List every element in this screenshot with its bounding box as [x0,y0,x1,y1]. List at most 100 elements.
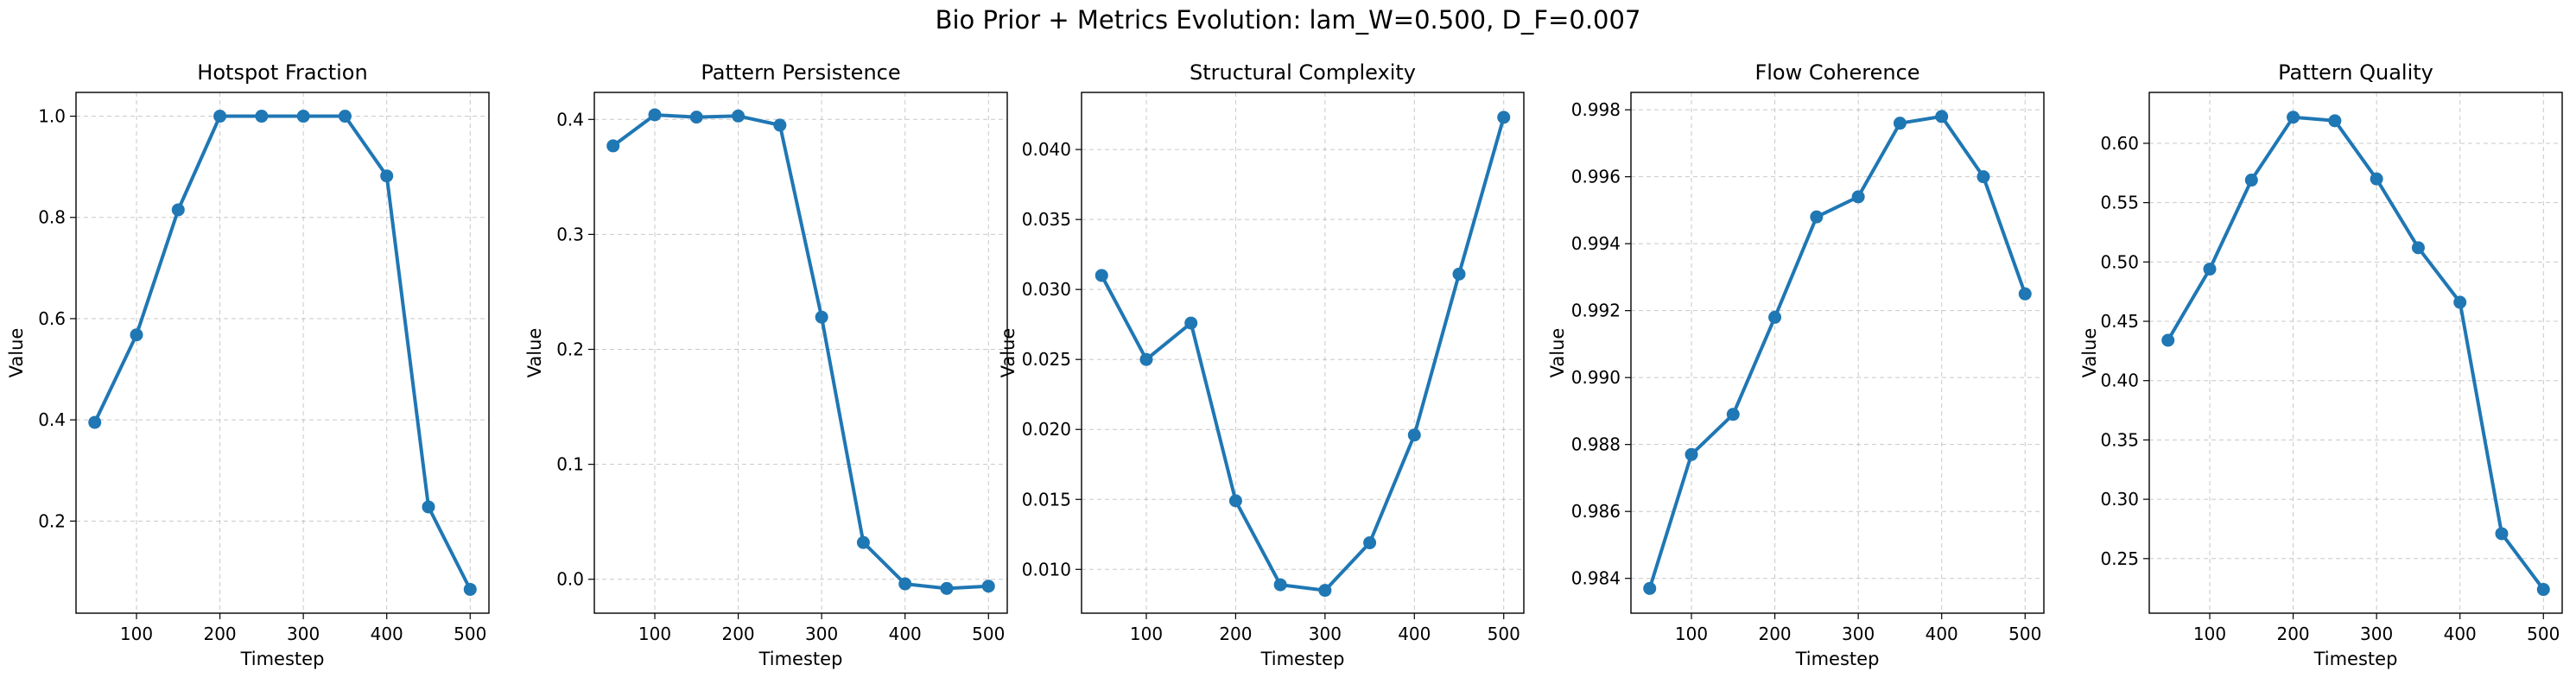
series-line [92,114,473,592]
x-axis-label: Timestep [240,649,325,669]
y-axis-label: Value [2079,328,2100,378]
y-tick-label: 0.040 [1022,139,1071,160]
data-point [2453,295,2467,309]
x-tick-label: 500 [454,624,486,644]
data-point [1452,267,1466,281]
data-point [2018,287,2032,301]
data-point [606,139,620,153]
y-tick-label: 0.4 [556,109,584,130]
y-tick-label: 0.4 [38,409,66,430]
subplot-2: 100 200 300 400 500 0.0 0.1 0.2 0.3 0.4 Pattern Pe… [524,60,1008,669]
data-point [732,109,746,123]
y-axis-label: Value [1547,328,1568,378]
x-tick-label: 400 [2444,624,2477,644]
data-point [88,415,102,429]
x-tick-label: 100 [1130,624,1163,644]
data-point [981,580,995,593]
x-tick-label: 100 [2193,624,2226,644]
y-tick-label: 0.984 [1571,568,1621,589]
y-axis-label: Value [6,328,27,378]
data-point [1497,111,1511,124]
series-line [1647,114,2027,591]
data-point [856,535,870,549]
subplot-5: 100 200 300 400 500 0.25 0.30 0.35 0.40 0.45 0.50 0… [2079,60,2563,669]
data-point [2495,527,2509,541]
data-point [1893,117,1907,130]
data-point [2287,111,2300,124]
y-axis-label: Value [998,328,1018,378]
y-tick-label: 0.25 [2100,548,2139,569]
x-tick-label: 400 [1926,624,1958,644]
x-tick-label: 500 [972,624,1005,644]
x-tick-label: 100 [638,624,671,644]
x-tick-label: 500 [2527,624,2560,644]
x-tick-label: 100 [120,624,153,644]
data-point [2161,333,2175,347]
axes-frame [593,92,1008,614]
y-tick-label: 0.60 [2100,133,2139,154]
subplot-3: 100 200 300 400 500 0.010 0.015 0.020 0.025 0.030… [998,60,1525,669]
data-point [1363,535,1377,549]
y-tick-label: 0.55 [2100,193,2139,213]
data-point [171,203,185,217]
y-tick-label: 0.40 [2100,370,2139,391]
data-point [1094,269,1108,282]
data-point [1139,352,1153,366]
x-tick-label: 200 [2276,624,2309,644]
y-tick-label: 0.0 [556,569,584,590]
y-tick-label: 0.998 [1571,99,1621,120]
x-tick-label: 200 [203,624,236,644]
y-tick-label: 0.015 [1022,489,1071,510]
series-line [2166,115,2546,592]
y-tick-label: 0.2 [556,339,584,360]
x-tick-label: 100 [1675,624,1708,644]
y-tick-label: 0.6 [38,308,66,329]
x-tick-label: 400 [1398,624,1431,644]
y-tick-label: 0.035 [1022,209,1071,230]
subplot-title: Pattern Quality [2278,60,2433,85]
data-point [815,310,828,324]
data-point [296,110,310,124]
x-axis-label: Timestep [1260,649,1345,669]
y-tick-label: 0.50 [2100,251,2139,272]
data-point [1184,316,1198,330]
y-tick-label: 0.030 [1022,279,1071,300]
data-point [130,328,143,342]
x-tick-label: 300 [1842,624,1875,644]
y-tick-label: 0.996 [1571,167,1621,187]
x-tick-label: 400 [889,624,922,644]
data-point [2536,583,2550,597]
data-point [1318,584,1332,598]
x-tick-label: 200 [1758,624,1791,644]
subplot-title: Hotspot Fraction [197,60,367,85]
x-tick-label: 300 [1309,624,1342,644]
data-point [773,118,787,132]
y-tick-label: 0.986 [1571,501,1621,522]
data-point [1851,190,1865,204]
x-tick-label: 200 [1219,624,1252,644]
data-point [1976,170,1990,184]
data-point [1726,408,1740,421]
x-axis-label: Timestep [758,649,843,669]
data-point [380,169,394,183]
data-point [338,110,352,124]
x-axis-label: Timestep [1795,649,1880,669]
axes-frame [75,92,490,614]
data-point [2328,114,2342,128]
data-point [1273,578,1287,592]
y-tick-label: 0.988 [1571,434,1621,455]
y-tick-label: 0.35 [2100,429,2139,450]
x-tick-label: 400 [371,624,403,644]
y-tick-label: 0.3 [556,224,584,244]
y-tick-label: 0.8 [38,207,66,228]
subplot-title: Pattern Persistence [701,60,900,85]
x-tick-label: 300 [2360,624,2393,644]
axes-frame [2148,92,2563,614]
data-point [1768,310,1782,324]
data-point [463,582,477,596]
subplot-4: 100 200 300 400 500 0.984 0.986 0.988 0.990 0.992… [1547,60,2045,669]
data-point [1228,494,1242,508]
data-point [689,111,703,124]
y-tick-label: 0.990 [1571,367,1621,388]
